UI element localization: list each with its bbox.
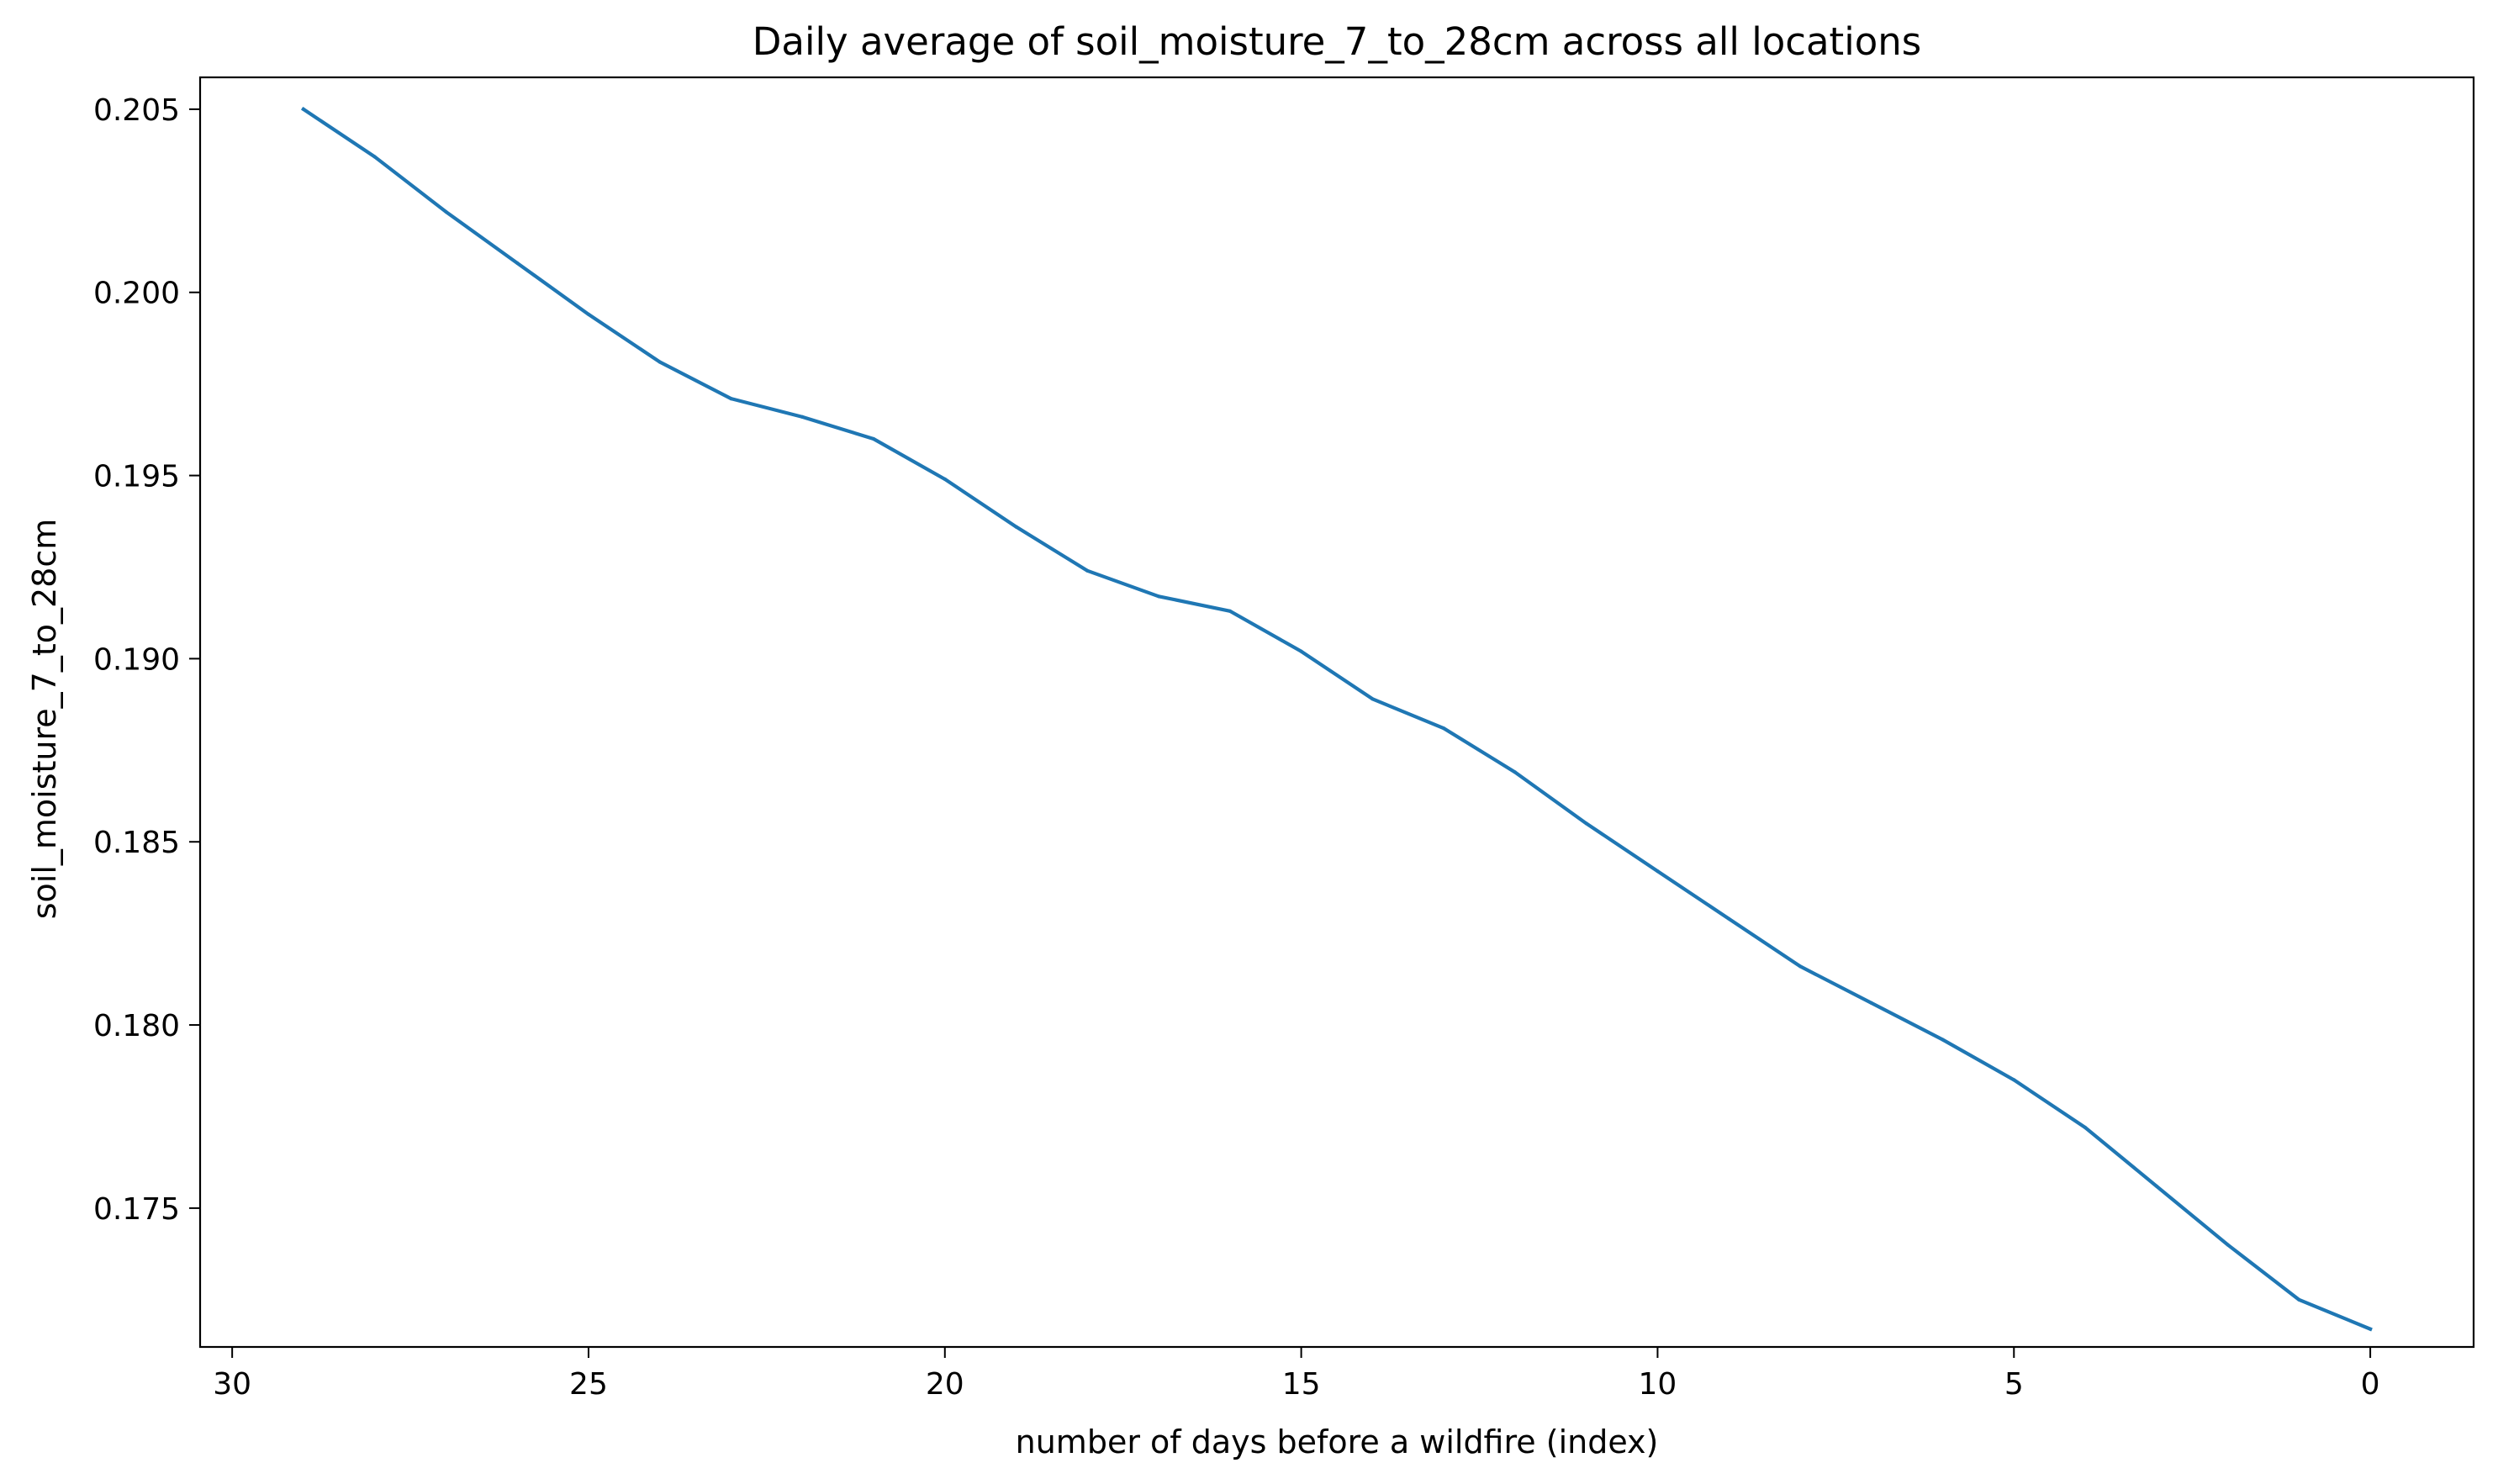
x-tick-label: 30 [213,1367,251,1402]
data-point [1513,770,1517,774]
x-tick-label: 5 [2004,1367,2024,1402]
y-tick-label: 0.200 [93,277,180,311]
y-tick-label: 0.205 [93,93,180,128]
data-point [1370,697,1375,701]
x-tick-label: 20 [926,1367,964,1402]
data-point [2154,1184,2158,1188]
data-point [1157,594,1161,599]
data-point [2369,1327,2373,1331]
data-point [2083,1125,2088,1130]
data-point [871,436,876,441]
series-line [300,106,2373,1332]
data-point [586,312,591,316]
data-point [2297,1297,2301,1302]
data-point [1727,916,1731,921]
x-tick-label: 0 [2361,1367,2380,1402]
data-point [2226,1243,2230,1247]
data-point [1656,869,1660,874]
series-layer [300,106,2373,1332]
y-tick-label: 0.180 [93,1009,180,1043]
y-axis-label: soil_moisture_7_to_28cm [26,519,63,920]
data-point [372,155,377,159]
data-point [1869,1001,1873,1005]
data-point [1584,821,1588,826]
x-axis-label: number of days before a wildfire (index) [1016,1423,1659,1460]
data-point [1798,964,1803,969]
x-tick-label: 15 [1282,1367,1321,1402]
x-tick-label: 10 [1639,1367,1677,1402]
x-tick-label: 25 [569,1367,608,1402]
y-axis-ticks: 0.175 0.180 0.185 0.190 0.195 0.200 0.205 [93,93,200,1227]
data-point [515,261,520,265]
data-point [1085,568,1090,573]
data-point [1442,726,1446,731]
data-point [658,360,662,364]
data-point [729,397,733,401]
y-tick-label: 0.185 [93,826,180,860]
data-point [1941,1038,1945,1042]
data-point [800,415,805,419]
data-point [943,477,947,482]
plot-frame [198,76,2475,1349]
y-tick-label: 0.195 [93,460,180,494]
data-point [301,107,305,111]
data-point [2012,1078,2016,1082]
data-point [1299,649,1303,653]
y-tick-label: 0.190 [93,642,180,677]
y-tick-label: 0.175 [93,1192,180,1227]
data-point [444,209,448,214]
chart-title: Daily average of soil_moisture_7_to_28cm… [753,19,1921,64]
data-point [1228,609,1232,613]
data-point [1014,525,1018,529]
x-axis-ticks: 30 25 20 15 10 5 0 [213,1347,2380,1402]
